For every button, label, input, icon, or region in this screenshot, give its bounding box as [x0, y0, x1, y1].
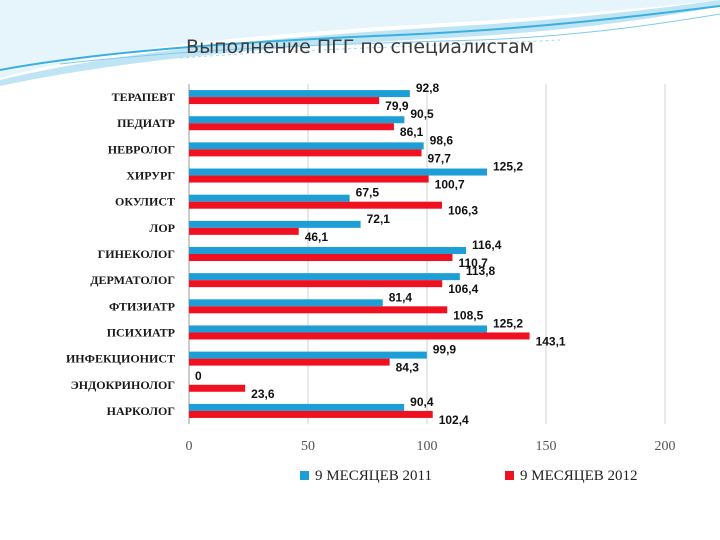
- bar-2012: [189, 410, 433, 418]
- data-label-2012: 102,4: [439, 413, 469, 427]
- header-swoosh-decoration: [0, 0, 720, 86]
- data-label-2012: 86,1: [400, 125, 424, 139]
- bar-2012: [189, 123, 394, 131]
- legend-label-2011: 9 МЕСЯЦЕВ 2011: [315, 468, 432, 484]
- data-label-2012: 84,3: [396, 361, 420, 375]
- bar-2011: [189, 351, 427, 359]
- category-label: ГИНЕКОЛОГ: [98, 247, 175, 261]
- data-label-2012: 106,4: [448, 282, 478, 296]
- category-label: ПСИХИАТР: [107, 325, 175, 339]
- data-label-2011: 81,4: [389, 290, 413, 304]
- category-label: ТЕРАПЕВТ: [112, 90, 175, 104]
- x-tick-label: 100: [417, 439, 438, 454]
- data-label-2012: 106,3: [448, 204, 478, 218]
- data-label-2011: 90,4: [410, 395, 434, 409]
- bar-2011: [189, 325, 487, 333]
- x-tick-label: 150: [536, 439, 557, 454]
- bar-2011: [189, 299, 383, 307]
- bar-2012: [189, 306, 448, 314]
- bar-2011: [189, 220, 361, 228]
- data-label-2011: 125,2: [493, 316, 523, 330]
- x-tick-label: 0: [186, 439, 193, 454]
- data-label-2012: 97,7: [428, 151, 452, 165]
- data-label-2011: 125,2: [493, 160, 523, 174]
- bar-2011: [189, 194, 350, 202]
- data-label-2012: 79,9: [385, 99, 409, 113]
- category-label: НАРКОЛОГ: [107, 404, 175, 418]
- data-label-2012: 46,1: [305, 230, 329, 244]
- data-label-2011: 116,4: [472, 238, 502, 252]
- x-tick-label: 50: [301, 439, 315, 454]
- bar-2011: [189, 247, 467, 254]
- category-label: ХИРУРГ: [126, 169, 175, 183]
- data-label-2011: 99,9: [433, 343, 457, 357]
- data-label-2012: 100,7: [435, 178, 465, 192]
- data-label-2012: 108,5: [453, 308, 483, 322]
- bar-2012: [189, 280, 443, 288]
- category-label: НЕВРОЛОГ: [108, 142, 175, 156]
- bar-2012: [189, 201, 442, 209]
- category-label: ФТИЗИАТР: [109, 299, 175, 313]
- bar-2012: [189, 97, 380, 105]
- data-label-2012: 110,7: [458, 256, 488, 270]
- category-label: ПЕДИАТР: [117, 116, 175, 130]
- bar-2011: [189, 168, 487, 176]
- category-label: ОКУЛИСТ: [115, 195, 175, 209]
- bar-2011: [189, 116, 405, 124]
- bar-2012: [189, 227, 299, 235]
- bar-2012: [189, 358, 390, 366]
- legend-swatch-2011: [300, 471, 309, 480]
- data-label-2011: 90,5: [410, 107, 434, 121]
- bar-2011: [189, 90, 410, 98]
- category-label: ЭНДОКРИНОЛОГ: [71, 378, 175, 392]
- data-label-2012: 143,1: [536, 334, 566, 348]
- bar-2012: [189, 332, 530, 340]
- data-label-2011: 98,6: [430, 133, 454, 147]
- legend-label-2012: 9 МЕСЯЦЕВ 2012: [520, 468, 638, 484]
- data-label-2011: 113,8: [466, 264, 496, 278]
- bar-2011: [189, 273, 460, 281]
- data-label-2011: 72,1: [367, 212, 391, 226]
- legend-swatch-2012: [505, 471, 514, 480]
- bar-2012: [189, 149, 422, 157]
- category-label: ЛОР: [149, 221, 175, 235]
- page-title: Выполнение ПГГ по специалистам: [186, 36, 534, 58]
- data-label-2011: 92,8: [416, 81, 440, 95]
- category-label: ИНФЕКЦИОНИСТ: [66, 352, 175, 366]
- bar-2012: [189, 384, 246, 392]
- category-label: ДЕРМАТОЛОГ: [90, 273, 175, 287]
- data-label-2011: 67,5: [356, 186, 380, 200]
- bar-2012: [189, 254, 453, 261]
- data-label-2011: 0: [195, 369, 202, 383]
- bar-2012: [189, 175, 429, 183]
- bar-2011: [189, 142, 424, 150]
- x-tick-label: 200: [655, 439, 676, 454]
- bar-2011: [189, 403, 405, 411]
- data-label-2012: 23,6: [251, 387, 275, 401]
